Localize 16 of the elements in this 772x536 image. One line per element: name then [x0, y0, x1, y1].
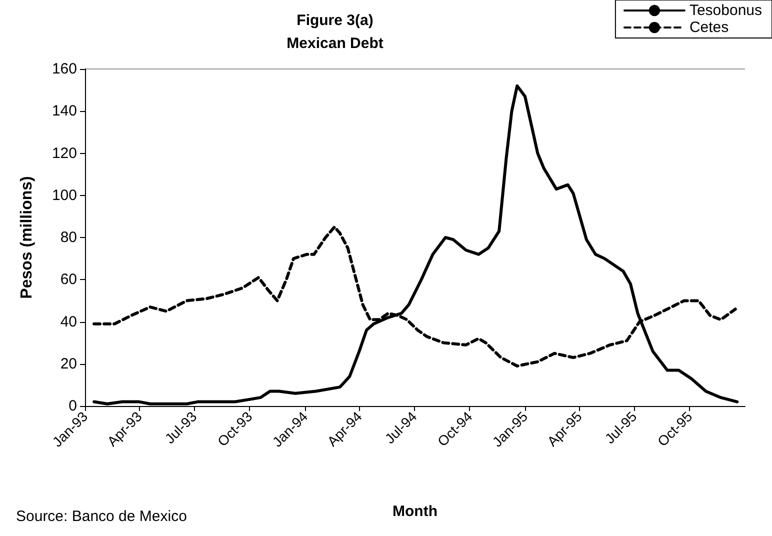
chart-title: Figure 3(a) [296, 12, 374, 29]
y-tick-label: 140 [52, 102, 77, 120]
y-tick-label: 100 [52, 186, 77, 204]
legend-label: Cetes [689, 19, 729, 36]
x-axis-title: Month [392, 503, 438, 520]
y-tick-label: 80 [60, 229, 77, 246]
y-axis-title: Pesos (millions) [18, 176, 36, 299]
y-tick-label: 40 [60, 313, 77, 330]
y-tick-label: 160 [52, 60, 77, 78]
chart-subtitle: Mexican Debt [286, 35, 384, 52]
y-tick-label: 60 [60, 271, 77, 288]
source-note: Source: Banco de Mexico [16, 508, 187, 525]
y-tick-label: 20 [60, 355, 77, 372]
y-tick-label: 0 [68, 398, 77, 414]
y-tick-label: 120 [52, 144, 77, 162]
legend-label: Tesobonus [689, 2, 762, 19]
